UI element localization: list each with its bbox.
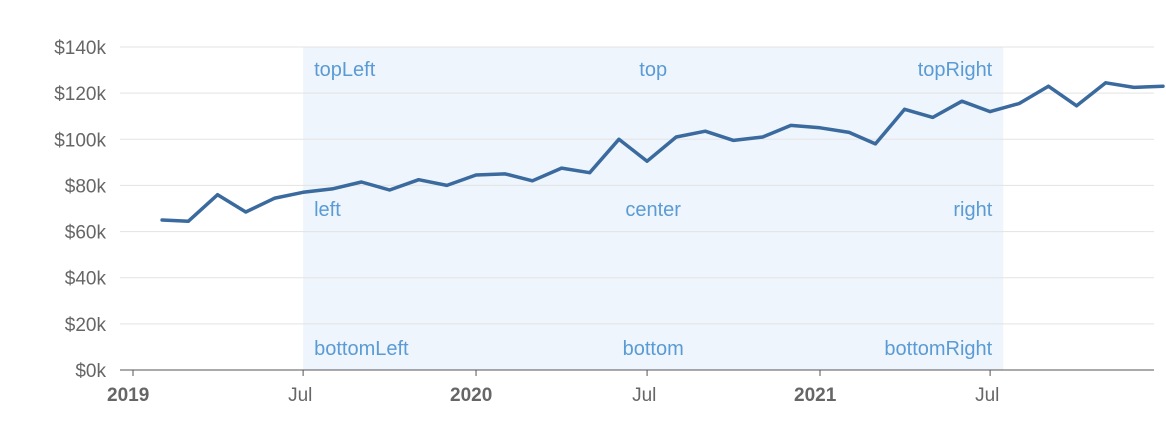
annotation-region-layer [303, 47, 1004, 370]
x-tick-label: Jul [632, 385, 656, 406]
data-point [732, 138, 736, 142]
region-label-topRight: topRight [918, 59, 993, 81]
y-tick-label: $100k [54, 130, 106, 151]
region-label-bottomLeft: bottomLeft [314, 338, 409, 360]
data-point [645, 159, 649, 163]
data-point [903, 107, 907, 111]
data-point [417, 178, 421, 182]
data-point [1104, 81, 1108, 85]
data-point [273, 196, 277, 200]
x-tick-label: Jul [288, 385, 312, 406]
data-point [988, 110, 992, 114]
region-label-bottom: bottom [623, 338, 684, 360]
data-point [301, 190, 305, 194]
y-tick-label: $80k [65, 176, 107, 197]
y-tick-label: $40k [65, 269, 107, 290]
data-point [789, 123, 793, 127]
data-point [445, 183, 449, 187]
data-point [931, 115, 935, 119]
data-point [474, 173, 478, 177]
data-point [1017, 102, 1021, 106]
region-label-left: left [314, 199, 341, 221]
data-point [818, 126, 822, 130]
data-point [617, 137, 621, 141]
region-label-top: top [639, 59, 667, 81]
y-tick-label: $0k [75, 361, 106, 382]
x-tick-label: 2020 [450, 385, 492, 406]
data-point [847, 130, 851, 134]
region-label-bottomRight: bottomRight [884, 338, 992, 360]
data-point [588, 171, 592, 175]
data-point [186, 219, 190, 223]
data-point [1046, 84, 1050, 88]
series-layer [160, 81, 1165, 223]
y-tick-label: $20k [65, 315, 107, 336]
data-point [160, 218, 164, 222]
data-point [359, 180, 363, 184]
data-point [674, 135, 678, 139]
data-point [1132, 85, 1136, 89]
data-point [388, 188, 392, 192]
x-tick-label: 2019 [107, 385, 149, 406]
data-point [1075, 104, 1079, 108]
region-label-layer: topLeft top topRight left center right bottomL… [314, 59, 993, 360]
series-line [160, 81, 1165, 223]
region-label-center: center [625, 199, 681, 221]
x-tick-label: 2021 [794, 385, 837, 406]
data-point [560, 166, 564, 170]
data-point [960, 99, 964, 103]
axis-layer: $0k $20k $40k $60k $80k $100k $120k $140k 2019 Ju… [54, 38, 1154, 406]
data-point [330, 187, 334, 191]
data-point [873, 142, 877, 146]
region-label-topLeft: topLeft [314, 59, 376, 81]
data-point [1161, 84, 1165, 88]
data-point [530, 179, 534, 183]
x-tick-label: Jul [975, 385, 999, 406]
annotation-region [303, 47, 1004, 370]
y-tick-label: $140k [54, 38, 106, 59]
y-tick-label: $60k [65, 223, 107, 244]
region-label-right: right [953, 199, 992, 221]
y-tick-label: $120k [54, 84, 106, 105]
grid-layer [120, 46, 1154, 325]
data-point [703, 129, 707, 133]
data-point [761, 135, 765, 139]
data-point [244, 210, 248, 214]
data-point [503, 172, 507, 176]
data-point [216, 193, 220, 197]
